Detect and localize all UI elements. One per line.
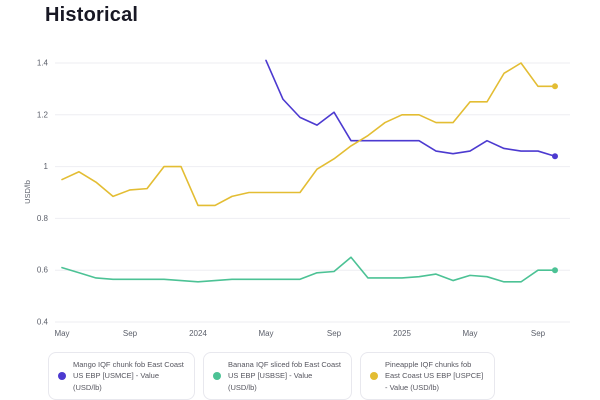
pineapple-series-line [61, 62, 556, 207]
x-tick-label: Sep [531, 329, 546, 338]
x-tick-label: Sep [327, 329, 342, 338]
pineapple-series-end-dot [552, 83, 558, 90]
pineapple-series-color-dot [370, 371, 378, 380]
mango-series-end-dot [552, 153, 558, 160]
banana-series-color-dot [213, 371, 221, 380]
page-title: Historical [45, 4, 139, 26]
y-axis-label: USD/lb [23, 180, 32, 204]
chart-legend: Mango IQF chunk fob East Coast US EBP [U… [48, 352, 495, 400]
x-tick-label: May [462, 329, 477, 338]
x-tick-label: 2025 [393, 329, 411, 338]
y-tick-label: 1 [44, 162, 49, 171]
y-tick-label: 1.4 [37, 59, 49, 68]
x-tick-label: Sep [123, 329, 138, 338]
legend-label-pineapple: Pineapple IQF chunks fob East Coast US E… [385, 360, 484, 392]
y-tick-label: 1.2 [37, 110, 49, 119]
x-tick-label: May [54, 329, 69, 338]
y-tick-label: 0.4 [37, 318, 49, 327]
banana-series-line [61, 256, 556, 283]
legend-item-pineapple[interactable]: Pineapple IQF chunks fob East Coast US E… [360, 352, 495, 400]
legend-label-mango: Mango IQF chunk fob East Coast US EBP [U… [73, 360, 184, 392]
y-tick-label: 0.8 [37, 214, 49, 223]
banana-series-end-dot [552, 267, 558, 274]
legend-label-banana: Banana IQF sliced fob East Coast US EBP … [228, 360, 341, 392]
mango-series-color-dot [58, 371, 66, 380]
x-tick-label: May [258, 329, 273, 338]
x-tick-label: 2024 [189, 329, 207, 338]
mango-series-line [265, 59, 556, 158]
legend-item-banana[interactable]: Banana IQF sliced fob East Coast US EBP … [203, 352, 352, 400]
y-tick-label: 0.6 [37, 266, 49, 275]
legend-item-mango[interactable]: Mango IQF chunk fob East Coast US EBP [U… [48, 352, 195, 400]
